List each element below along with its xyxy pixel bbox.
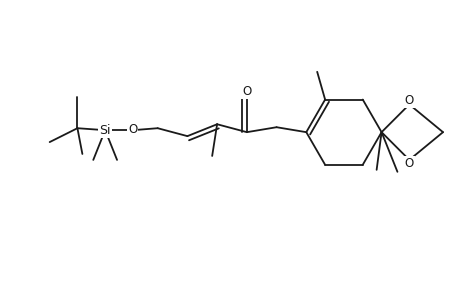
Text: Si: Si xyxy=(99,124,111,137)
Text: O: O xyxy=(404,158,413,170)
Text: O: O xyxy=(242,85,251,98)
Text: O: O xyxy=(128,123,137,136)
Text: O: O xyxy=(404,94,413,107)
